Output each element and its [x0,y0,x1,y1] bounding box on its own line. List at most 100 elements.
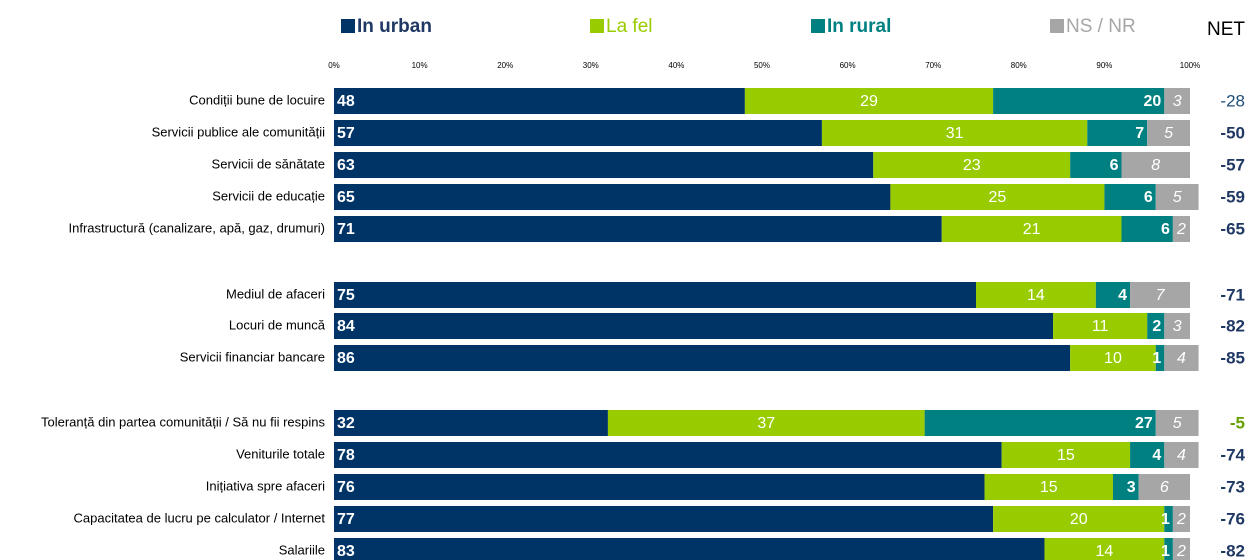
category-label: Infrastructură (canalizare, apă, gaz, dr… [69,220,326,235]
bar-segment [334,313,1054,339]
net-value: -82 [1220,316,1245,335]
value-label: 14 [1096,543,1114,560]
bar-segment [1164,313,1190,339]
bar-segment [1087,120,1148,146]
bar-segment [1121,152,1190,178]
legend-label: NS / NR [1066,16,1136,37]
value-label: 86 [337,350,355,367]
bar-segment [1164,442,1199,468]
bar-segment [1121,216,1173,242]
value-label: 15 [1057,447,1075,464]
value-label: 78 [337,447,355,464]
bar-segment [1147,313,1165,339]
value-label: 84 [337,318,355,335]
value-label: 1 [1152,350,1161,367]
value-label: 5 [1164,125,1173,142]
value-label: 29 [860,93,878,110]
value-label: 31 [946,125,964,142]
value-label: 27 [1135,415,1153,432]
bar-segment [334,282,976,308]
category-label: Locuri de muncă [229,317,326,332]
bar-segment [890,184,1105,210]
value-label: 7 [1135,125,1144,142]
bar-segment [334,216,942,242]
net-value: -71 [1220,285,1245,304]
category-label: Salariile [279,542,325,557]
category-label: Capacitatea de lucru pe calculator / Int… [74,510,326,525]
value-label: 48 [337,93,355,110]
bar-segment [993,506,1165,532]
bar-segment [1172,216,1190,242]
category-label: Servicii financiar bancare [180,349,325,364]
bar-segment [821,120,1088,146]
category-label: Inițiativa spre afaceri [206,478,325,493]
value-label: 1 [1161,511,1170,528]
bar-segment [1172,506,1190,532]
bar-segment [334,538,1045,560]
legend-swatch [1050,19,1064,33]
bar-segment [1138,474,1190,500]
category-label: Mediul de afaceri [226,286,325,301]
x-tick-label: 0% [328,61,340,70]
bar-segment [1070,345,1156,371]
bar-segment [744,88,994,114]
x-tick-label: 70% [925,61,941,70]
bar-segment [1164,88,1190,114]
value-label: 2 [1176,543,1186,560]
legend-swatch [811,19,825,33]
bar-segment [334,152,874,178]
value-label: 1 [1161,543,1170,560]
bar-segment [334,410,608,436]
bar-segment [993,88,1165,114]
net-value: -76 [1220,509,1245,528]
value-label: 6 [1110,157,1119,174]
net-value: -50 [1220,123,1245,142]
x-tick-label: 40% [668,61,684,70]
value-label: 5 [1173,415,1182,432]
bar-segment [334,120,822,146]
value-label: 20 [1070,511,1088,528]
bar-segment [607,410,925,436]
x-tick-label: 90% [1096,61,1112,70]
value-label: 63 [337,157,355,174]
legend-label: La fel [606,16,652,37]
value-label: 75 [337,287,355,304]
x-tick-label: 10% [412,61,428,70]
net-value: -59 [1220,187,1245,206]
value-label: 4 [1152,447,1161,464]
net-value: -73 [1220,477,1245,496]
value-label: 3 [1173,318,1182,335]
bar-segment [1164,345,1199,371]
legend-swatch [341,19,355,33]
category-label: Condiții bune de locuire [189,92,325,107]
bar-segment [873,152,1071,178]
net-title: NET [1207,19,1245,40]
value-label: 8 [1151,157,1160,174]
value-label: 4 [1118,287,1127,304]
x-tick-label: 60% [840,61,856,70]
category-label: Servicii de educație [212,188,325,203]
value-label: 20 [1144,93,1162,110]
net-value: -74 [1220,445,1245,464]
bar-segment [1172,538,1190,560]
value-label: 7 [1156,287,1166,304]
legend-swatch [590,19,604,33]
value-label: 65 [337,189,355,206]
net-value: -82 [1220,541,1245,560]
bar-segment [1001,442,1131,468]
value-label: 57 [337,125,355,142]
x-tick-label: 100% [1180,61,1200,70]
value-label: 77 [337,511,355,528]
bar-segment [941,216,1122,242]
category-label: Servicii de sănătate [212,156,325,171]
bar-segment [334,88,745,114]
bar-segment [1147,120,1190,146]
value-label: 25 [989,189,1007,206]
value-label: 2 [1152,318,1161,335]
net-value: -28 [1220,91,1245,110]
bar-segment [334,442,1002,468]
bar-segment [1164,506,1173,532]
category-label: Servicii publice ale comunității [152,124,326,139]
value-label: 3 [1173,93,1182,110]
